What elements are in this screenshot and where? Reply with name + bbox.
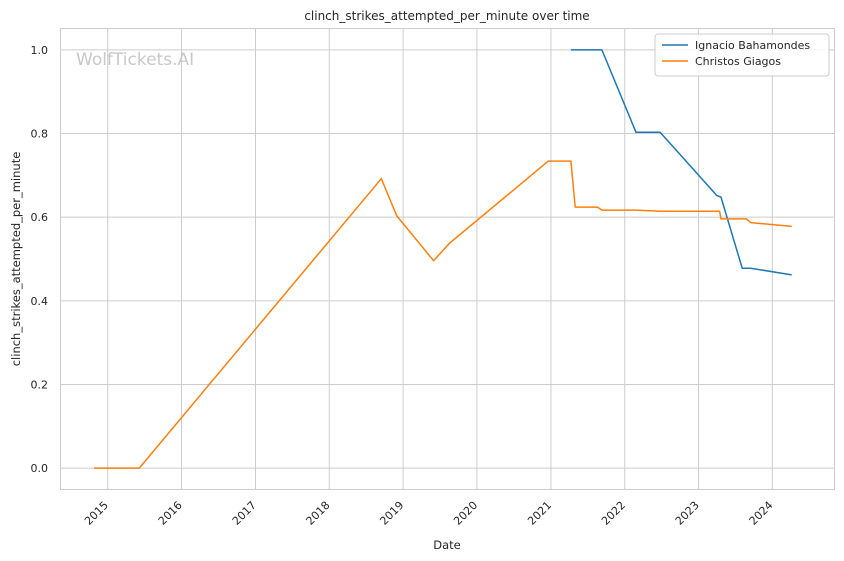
grid: [61, 29, 834, 489]
y-tick-label: 0.0: [31, 462, 49, 475]
series-layer: [94, 49, 792, 469]
legend-box: [654, 33, 830, 77]
x-axis-label: Date: [433, 538, 461, 552]
legend-label: Christos Giagos: [695, 55, 781, 68]
series-line-1: [94, 160, 792, 469]
y-axis-label: clinch_strikes_attempted_per_minute: [9, 152, 23, 367]
y-tick-label: 0.4: [31, 295, 49, 308]
y-tick-label: 0.2: [31, 378, 49, 391]
chart-title: clinch_strikes_attempted_per_minute over…: [304, 9, 589, 23]
y-tick-label: 0.8: [31, 128, 49, 141]
plot-frame: [60, 28, 835, 490]
y-tick-labels: 0.0 0.2 0.4 0.6 0.8 1.0: [31, 44, 49, 475]
watermark-text: WolfTickets.AI: [76, 50, 194, 70]
series-line-0: [570, 49, 792, 276]
legend-label: Ignacio Bahamondes: [695, 39, 810, 52]
legend: Ignacio Bahamondes Christos Giagos: [654, 33, 830, 77]
y-tick-label: 1.0: [31, 44, 49, 57]
y-tick-label: 0.6: [31, 211, 49, 224]
